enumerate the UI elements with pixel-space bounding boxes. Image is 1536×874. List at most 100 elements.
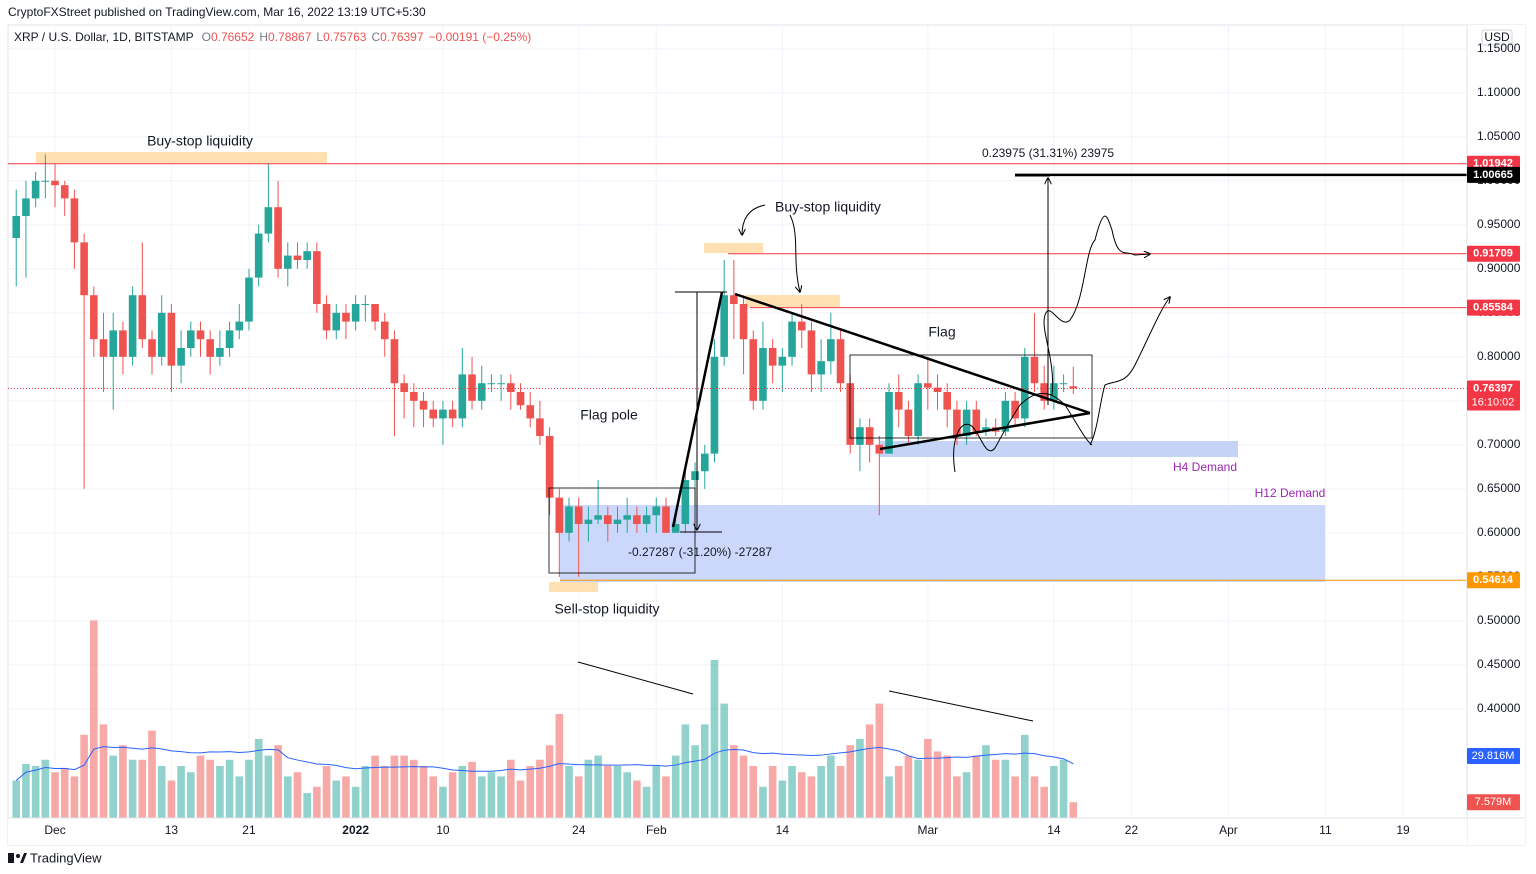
flag-box: [849, 354, 1093, 439]
candle-body: [138, 295, 147, 340]
volume-bar: [778, 780, 787, 818]
y-tick-label: 0.90000: [1477, 261, 1521, 275]
candle-body: [31, 180, 40, 199]
volume-bar: [574, 776, 583, 818]
candle-body: [487, 383, 496, 385]
candle-body: [642, 515, 651, 525]
volume-bar: [429, 776, 438, 818]
volume-bar: [603, 766, 612, 818]
legend-value: 0.75763: [323, 30, 367, 44]
level-label-box: [1467, 245, 1520, 262]
candle-body: [51, 180, 59, 186]
candle-body: [691, 471, 699, 481]
volume-bar: [914, 759, 922, 818]
volume-bar: [31, 766, 40, 818]
candle-body: [865, 427, 874, 445]
x-tick-label: 14: [1047, 823, 1061, 837]
axes: USD 1.150001.100001.050001.000000.950000…: [8, 25, 1525, 845]
volume-bar: [254, 738, 263, 818]
y-tick-label: 1.10000: [1477, 85, 1521, 99]
volume-bar: [109, 755, 118, 818]
candle-body: [313, 251, 321, 305]
volume-bar: [22, 763, 30, 818]
candle-body: [293, 255, 302, 260]
legend-value: 0.76652: [211, 30, 255, 44]
candle-body: [468, 374, 476, 401]
volume-trend-line: [888, 690, 1034, 722]
candle-body: [788, 321, 796, 357]
candle-body: [119, 330, 127, 357]
y-tick-label: 0.40000: [1477, 701, 1521, 715]
candle-body: [555, 497, 564, 533]
volume-bar: [623, 772, 631, 818]
candle-body: [1011, 400, 1019, 419]
pointer-arrow: [789, 214, 800, 292]
volume-bar: [264, 755, 273, 818]
volume-bar: [807, 776, 816, 818]
volume-bar: [225, 759, 234, 818]
volume-bar: [962, 772, 971, 818]
candle-body: [894, 392, 903, 410]
candle-body: [749, 339, 758, 401]
candle-body: [196, 330, 205, 340]
x-tick-label: 19: [1396, 823, 1410, 837]
candle-body: [351, 304, 360, 322]
legend-key: O: [202, 30, 211, 44]
price-axis: [1467, 25, 1525, 845]
candle-body: [225, 330, 234, 349]
x-tick-label: Feb: [646, 823, 667, 837]
candle-body: [739, 304, 748, 340]
candle-body: [332, 312, 341, 331]
x-tick-label: Apr: [1219, 823, 1238, 837]
flag-line: [734, 292, 1091, 415]
volume-bar: [924, 738, 932, 818]
volume-bar: [933, 751, 942, 818]
volume-label-box: [1467, 747, 1520, 764]
candle-body: [933, 387, 942, 393]
volume-bar: [128, 759, 137, 818]
candle-body: [303, 251, 311, 260]
volume-bar: [439, 786, 447, 818]
volume-bar: [186, 772, 195, 818]
candle-body: [148, 339, 156, 357]
candle-body: [904, 409, 913, 437]
volume-bar: [361, 766, 370, 818]
candle-body: [914, 383, 922, 437]
candle-body: [128, 295, 137, 357]
candle-body: [807, 330, 816, 375]
candle-body: [429, 409, 438, 419]
volume-bar: [51, 772, 59, 818]
volume-bar: [875, 703, 884, 818]
volume-label: 29.816M: [1472, 750, 1515, 762]
volume-bar: [148, 730, 156, 818]
volume-bar: [545, 745, 554, 818]
projection-path: [953, 393, 1093, 473]
volume-bar: [216, 766, 224, 818]
annotation: -0.27287 (-31.20%) -27287: [628, 545, 772, 559]
candle-body: [274, 207, 282, 269]
candle-body: [216, 348, 224, 357]
annotation: H4 Demand: [1173, 460, 1237, 474]
volume-bar: [177, 766, 185, 818]
level-label: 0.54614: [1473, 574, 1514, 586]
level-label-box: [1467, 299, 1520, 316]
volume-bar: [652, 766, 661, 818]
candle-body: [730, 295, 738, 305]
volume-bar: [768, 766, 777, 818]
logo-mark: [8, 853, 14, 863]
candle-body: [885, 392, 893, 454]
legend-key: C: [371, 30, 380, 44]
y-tick-label: 1.05000: [1477, 129, 1521, 143]
volume-bar: [633, 780, 641, 818]
volume-bar: [642, 786, 651, 818]
candle-body: [526, 405, 535, 419]
volume-bar: [274, 745, 282, 818]
volume-bar: [410, 759, 418, 818]
candle-body: [80, 242, 88, 296]
volume-bar: [1020, 734, 1029, 818]
volume-bar: [982, 745, 990, 818]
volume-bar: [836, 766, 845, 818]
level-label: 0.76397: [1473, 382, 1513, 394]
